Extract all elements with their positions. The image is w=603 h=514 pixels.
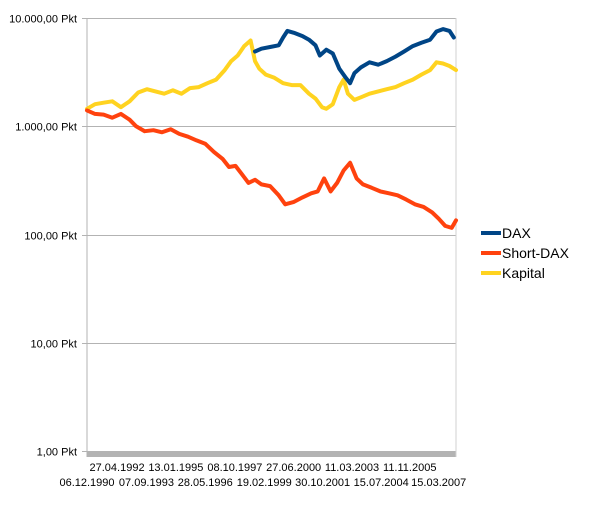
x-tick-labels: 27.04.1992 13.01.1995 08.10.1997 27.06.2000… (59, 462, 466, 489)
legend-label: Kapital (502, 265, 545, 281)
y-tick-labels: 10.000,00 Pkt 1.000,00 Pkt 100,00 Pkt 10,00… (9, 14, 77, 459)
legend-swatch-short-dax (481, 251, 501, 255)
x-tick-label: 11.11.2005 (383, 462, 436, 474)
x-tick-label: 13.01.1995 (148, 462, 203, 474)
legend-label: DAX (502, 225, 531, 241)
y-tick-label: 100,00 Pkt (24, 231, 77, 243)
y-tick-label: 1.000,00 Pkt (15, 122, 77, 134)
series-line-kapital (85, 38, 458, 111)
x-tick-label: 11.03.2003 (325, 462, 379, 474)
x-tick-label: 28.05.1996 (178, 477, 233, 489)
y-tick-label: 10,00 Pkt (31, 339, 77, 351)
x-tick-label: 15.03.2007 (411, 477, 466, 489)
legend-swatch-kapital (481, 271, 501, 275)
x-tick-label: 27.04.1992 (90, 462, 145, 474)
legend: DAX Short-DAX Kapital (481, 225, 570, 281)
x-tick-label: 27.06.2000 (266, 462, 321, 474)
legend-swatch-dax (481, 231, 501, 235)
x-tick-label: 19.02.1999 (237, 477, 292, 489)
y-tick-label: 10.000,00 Pkt (9, 14, 77, 26)
bottom-wall (87, 451, 456, 457)
x-tick-label: 08.10.1997 (207, 462, 262, 474)
legend-label: Short-DAX (502, 245, 570, 261)
y-tick-label: 1,00 Pkt (37, 447, 77, 459)
x-tick-label: 15.07.2004 (354, 477, 409, 489)
series-line-dax (253, 27, 456, 86)
x-tick-label: 06.12.1990 (59, 477, 114, 489)
x-tick-label: 07.09.1993 (119, 477, 174, 489)
series-lines (85, 27, 458, 230)
x-tick-label: 30.10.2001 (295, 477, 350, 489)
series-line-short-dax (85, 108, 458, 230)
